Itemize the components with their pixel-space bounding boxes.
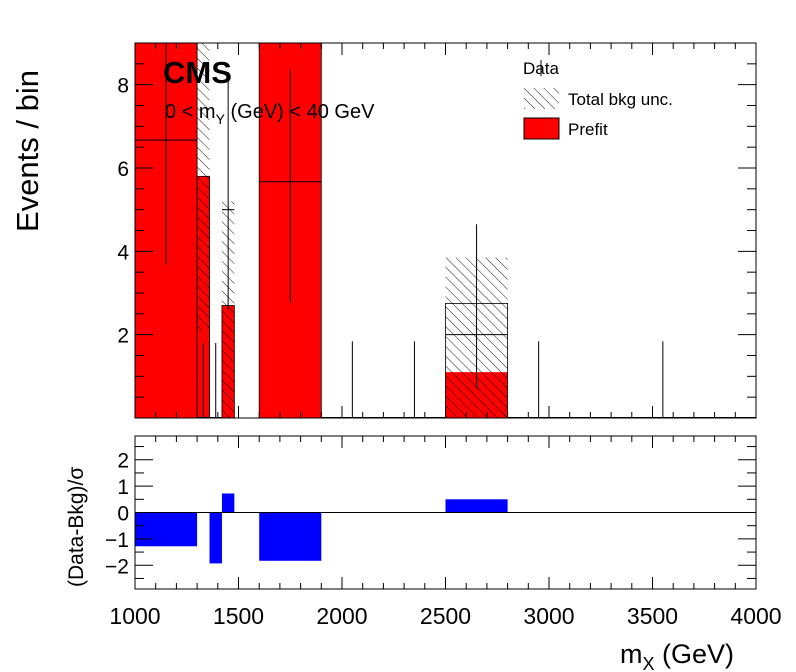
ratio-bar (445, 499, 508, 513)
legend: Data Total bkg unc. Prefit (523, 59, 673, 140)
x-tick-label: 3500 (627, 603, 678, 629)
ratio-panel: −2 −1 0 1 2 1000 1500 2000 2500 3000 3500 4000 (Da… (65, 435, 782, 672)
main-y-tick-labels: 2 4 6 8 (117, 75, 129, 348)
main-panel: 2 4 6 8 CMS 0 < mY (GeV) < 40 GeV Data Tota… (10, 42, 757, 419)
ratio-y-axis-title: (Data-Bkg)/σ (65, 467, 88, 587)
legend-unc-label: Total bkg unc. (568, 90, 673, 109)
bkg-bar (258, 43, 322, 418)
legend-entry-prefit: Prefit (523, 117, 608, 140)
x-tick-label: 3000 (523, 603, 574, 629)
ratio-bars (135, 493, 508, 564)
x-tick-label: 4000 (730, 603, 781, 629)
selection-label: 0 < mY (GeV) < 40 GeV (165, 101, 375, 127)
x-tick-labels: 1000 1500 2000 2500 3000 3500 4000 (109, 603, 781, 629)
y-tick-label: 2 (117, 325, 129, 348)
x-axis-title: mX (GeV) (620, 639, 734, 672)
legend-hatch-swatch (524, 88, 559, 109)
ratio-bar (135, 512, 198, 547)
unc-band (197, 43, 210, 333)
ratio-y-tick-label: −1 (105, 529, 129, 552)
x-tick-label: 2000 (316, 603, 367, 629)
legend-prefit-label: Prefit (568, 120, 608, 139)
ratio-bar (221, 493, 235, 513)
ratio-bar (209, 512, 222, 564)
ratio-y-tick-label: 0 (117, 503, 129, 526)
y-tick-label: 6 (117, 158, 129, 181)
x-tick-label: 1000 (109, 603, 160, 629)
ratio-y-tick-labels: −2 −1 0 1 2 (105, 450, 129, 579)
legend-entry-data: Data (523, 59, 559, 78)
main-y-axis-title: Events / bin (10, 70, 45, 232)
ratio-y-tick-label: 2 (117, 450, 129, 473)
ratio-axis-ticks (134, 436, 757, 589)
ratio-y-tick-label: −2 (105, 555, 129, 578)
main-axis-ticks (134, 42, 757, 419)
cms-label: CMS (163, 55, 232, 90)
legend-entry-unc: Total bkg unc. (524, 88, 673, 109)
y-tick-label: 8 (117, 75, 129, 98)
x-tick-label: 1500 (213, 603, 264, 629)
ratio-y-tick-label: 1 (117, 476, 129, 499)
x-tick-label: 2500 (420, 603, 471, 629)
ratio-bar (259, 512, 322, 561)
y-tick-label: 4 (117, 241, 129, 264)
legend-prefit-swatch (523, 117, 560, 140)
legend-data-label: Data (523, 59, 559, 78)
